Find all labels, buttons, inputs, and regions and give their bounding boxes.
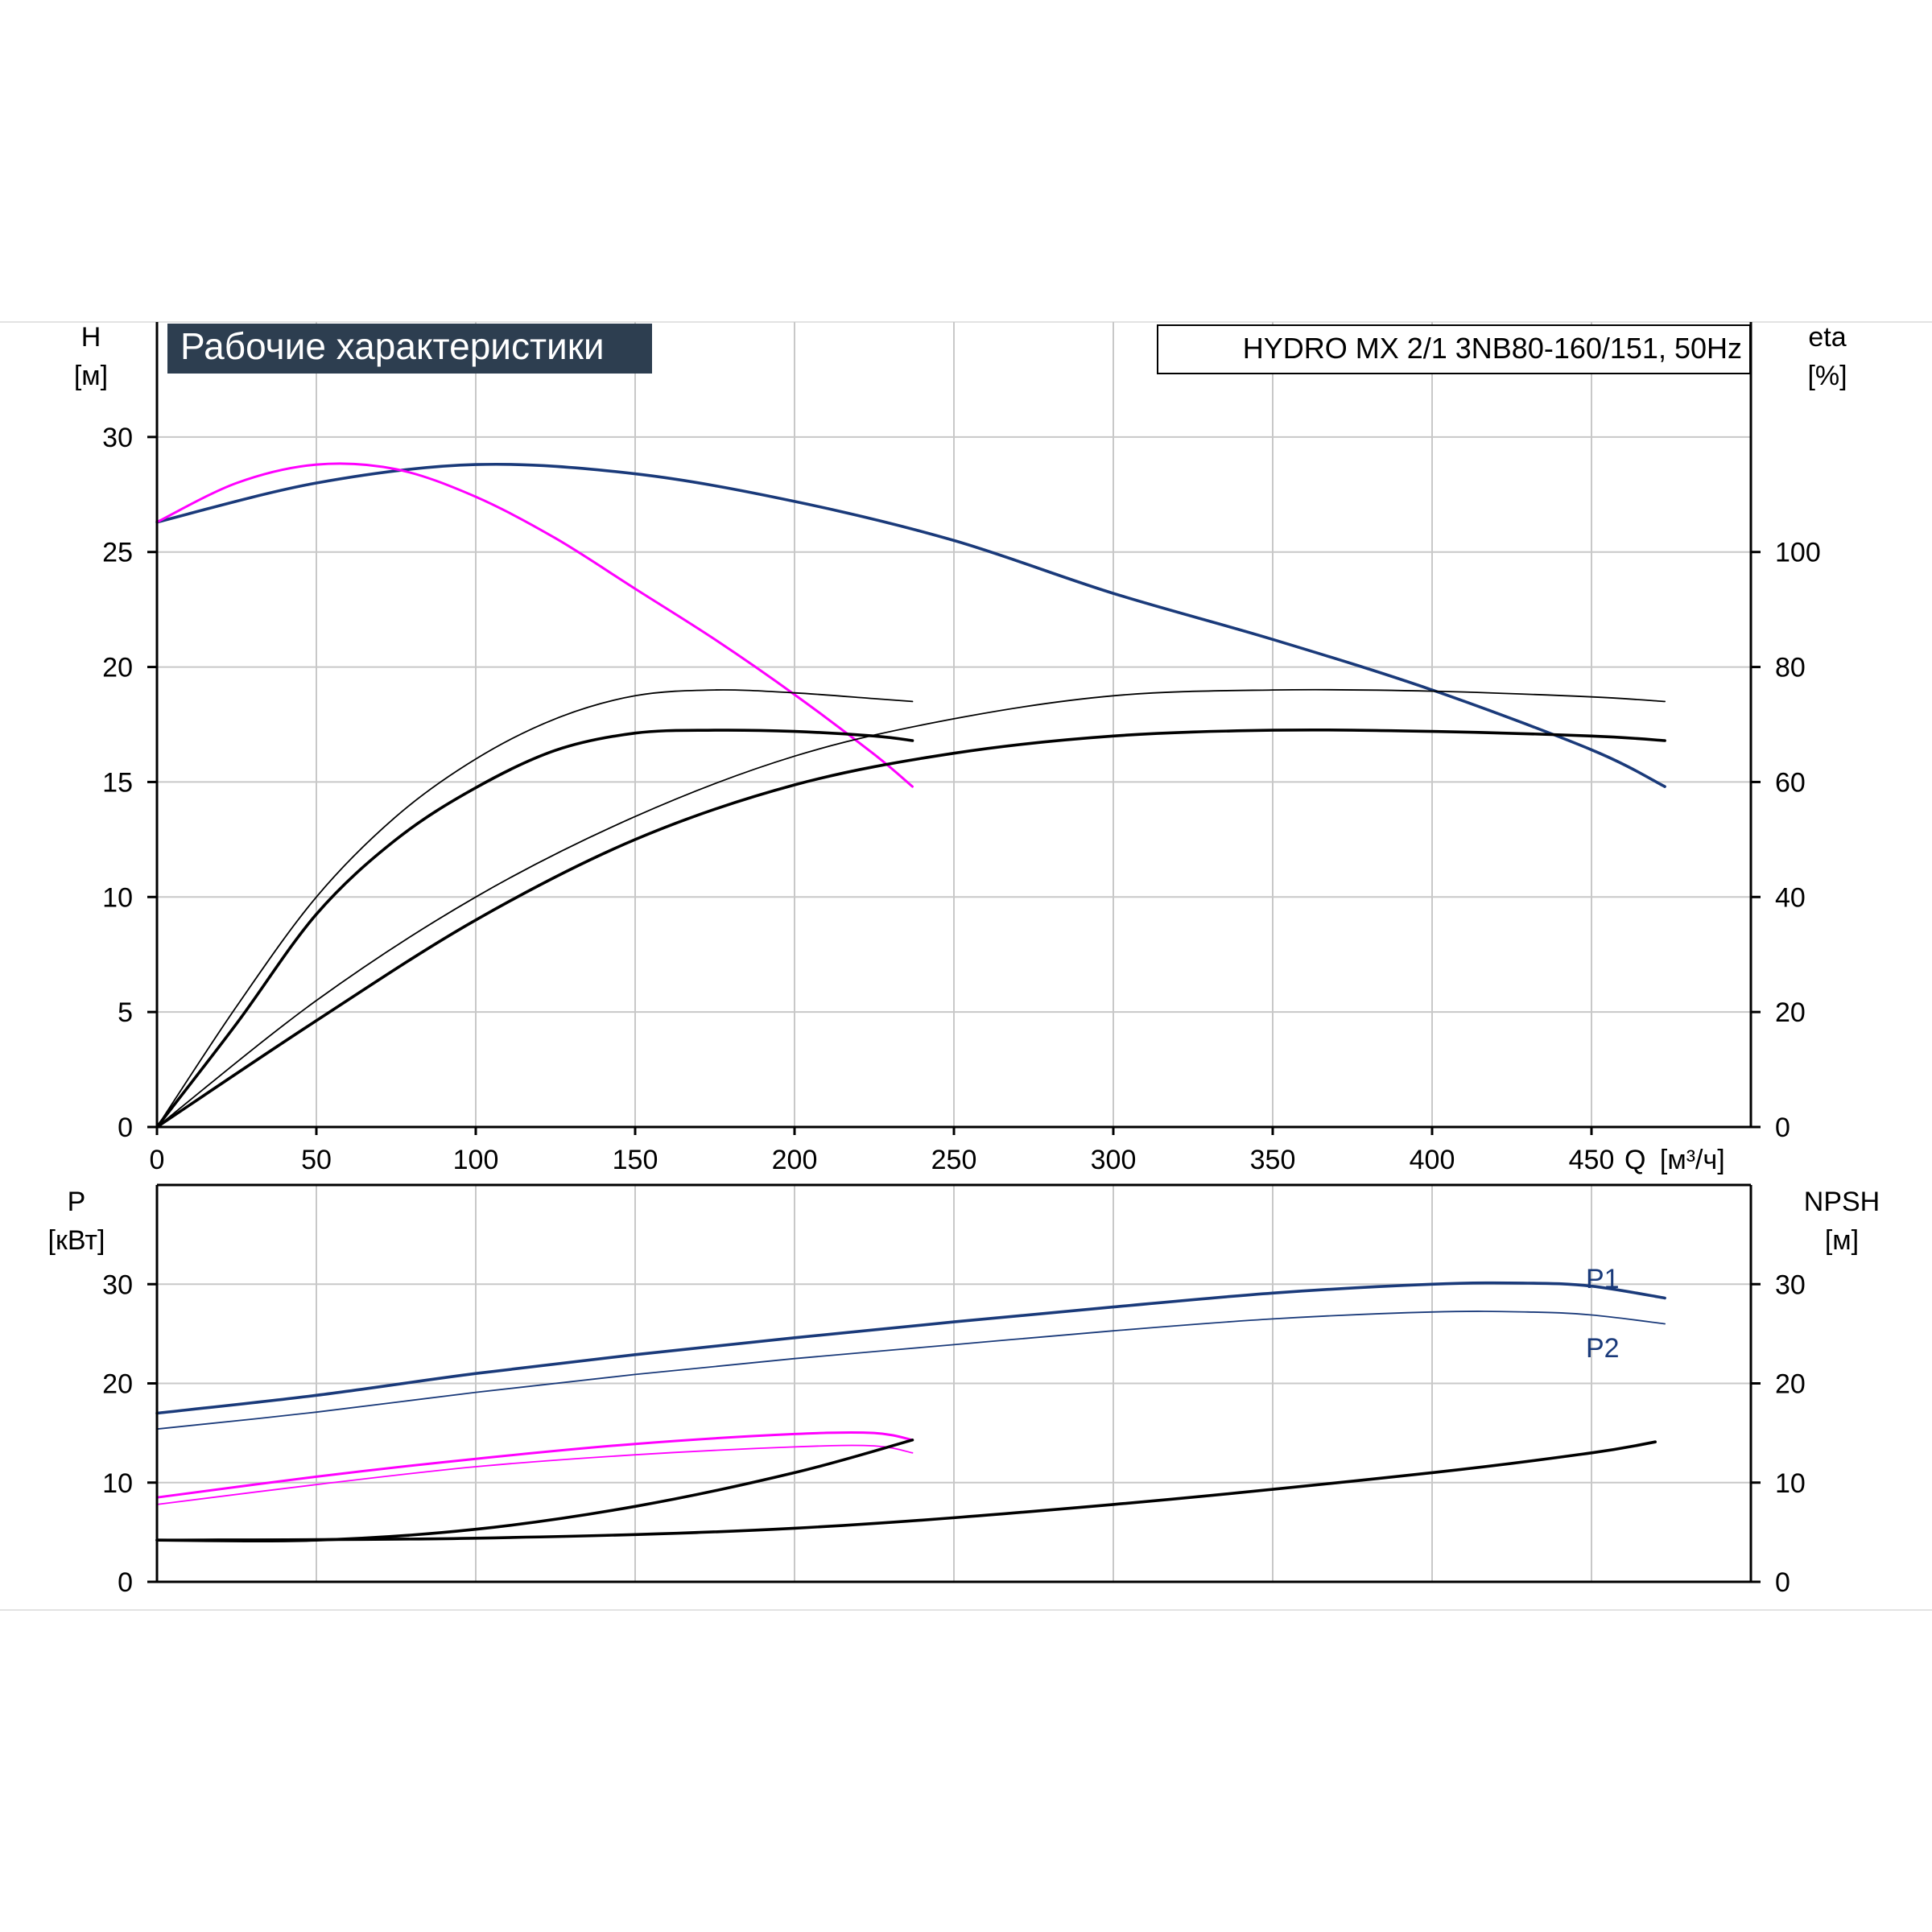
chart-title: Рабочие характеристики [180,325,605,367]
series-label-p2: P2 [1586,1333,1620,1364]
y-tick-label: 10 [102,882,133,913]
model-label: HYDRO MX 2/1 3NB80-160/151, 50Hz [1243,332,1742,365]
x-tick-label: 450 [1569,1145,1615,1175]
bottom-panel: 0 10 20 30 0 10 20 30 P [кВт] NPSH [м] P1 P2 [48,1183,1880,1598]
top-curves [155,462,1666,1129]
title-box [167,324,652,374]
series-label-p1: P1 [1586,1264,1620,1294]
npsh-tick-label: 30 [1775,1269,1806,1300]
top-series-4 [156,688,1666,1128]
x-tick-label: 0 [150,1145,165,1175]
x-axis-name: Q [1624,1145,1645,1175]
x-axis-unit: [м³/ч] [1660,1145,1725,1175]
y-tick-label: 25 [102,538,133,568]
npsh-axis-unit: [м] [1825,1225,1859,1256]
x-tick-label: 150 [613,1145,658,1175]
bottom-series-3 [156,1444,914,1505]
top-series-2 [156,689,914,1128]
y2-tick-label: 60 [1775,767,1806,798]
top-ticks: 0 50 100 150 200 250 300 350 400 4500510152025300… [102,423,1821,1175]
x-tick-label: 200 [772,1145,818,1175]
y2-tick-label: 0 [1775,1113,1790,1143]
p-tick-label: 30 [102,1269,133,1300]
y2-tick-label: 40 [1775,882,1806,913]
y-tick-label: 0 [118,1113,133,1143]
top-panel: 0 50 100 150 200 250 300 350 400 4500510152025300… [74,322,1847,1175]
y-axis-label: H [81,322,101,353]
x-tick-label: 100 [453,1145,499,1175]
y-tick-label: 20 [102,653,133,683]
bottom-series-2 [155,1430,914,1499]
npsh-tick-label: 0 [1775,1567,1790,1598]
top-series-1 [155,462,914,788]
x-tick-label: 350 [1250,1145,1296,1175]
x-tick-label: 250 [931,1145,977,1175]
y2-axis-unit: [%] [1807,361,1847,391]
top-series-0 [155,462,1666,788]
y-tick-label: 30 [102,423,133,453]
x-tick-label: 400 [1410,1145,1455,1175]
y-tick-label: 15 [102,767,133,798]
top-series-3 [155,729,914,1129]
p-tick-label: 0 [118,1567,133,1598]
y-tick-label: 5 [118,997,133,1028]
top-grid [157,322,1751,1127]
y2-axis-label: eta [1808,322,1846,353]
y2-tick-label: 100 [1775,538,1821,568]
bottom-series-0 [155,1281,1666,1415]
bottom-series-5 [155,1440,1657,1542]
p-tick-label: 20 [102,1369,133,1400]
bottom-ticks: 0 10 20 30 0 10 20 30 [102,1269,1806,1598]
top-series-5 [155,728,1666,1129]
model-label-box [1157,324,1751,374]
y2-tick-label: 20 [1775,997,1806,1028]
npsh-tick-label: 10 [1775,1468,1806,1499]
p-axis-unit: [кВт] [48,1225,105,1256]
y-axis-unit: [м] [74,361,108,391]
p-axis-label: P [68,1187,86,1217]
p-tick-label: 10 [102,1468,133,1499]
x-axis-label: Q [м³/ч] [1624,1145,1725,1175]
npsh-tick-label: 20 [1775,1369,1806,1400]
npsh-axis-label: NPSH [1804,1187,1880,1217]
y2-tick-label: 80 [1775,653,1806,683]
x-tick-label: 50 [301,1145,332,1175]
bottom-series-1 [156,1311,1666,1430]
x-tick-label: 300 [1091,1145,1137,1175]
bottom-curves [155,1281,1666,1543]
